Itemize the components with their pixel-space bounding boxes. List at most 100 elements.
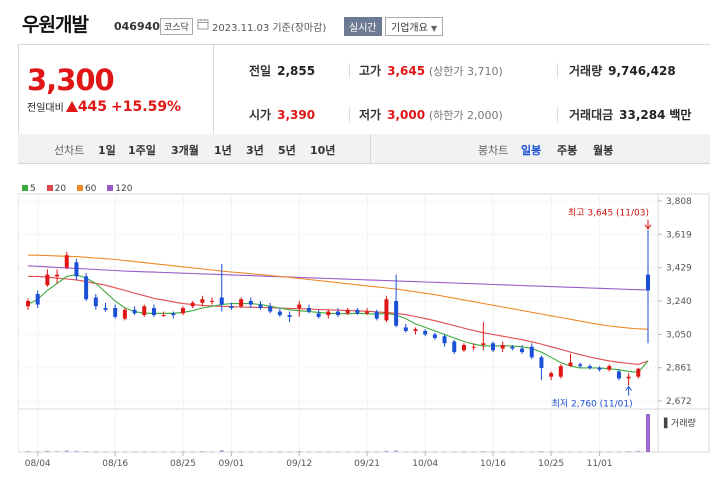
volume-bar bbox=[84, 451, 89, 453]
x-tick-label: 09/12 bbox=[286, 459, 312, 469]
volume-bar bbox=[529, 451, 534, 453]
candle-body bbox=[151, 308, 156, 316]
period-3m[interactable]: 3개월 bbox=[171, 144, 199, 157]
legend-ma120: 120 bbox=[107, 184, 132, 194]
volume-label: 거래량 bbox=[569, 64, 603, 78]
max-arrow-head bbox=[644, 224, 652, 230]
volume-bar bbox=[306, 451, 311, 453]
candle-body bbox=[229, 306, 234, 309]
volume-bar bbox=[452, 451, 457, 453]
change-row: 전일대비 445 +15.59% bbox=[27, 99, 181, 115]
x-tick-label: 08/16 bbox=[102, 459, 128, 469]
candle-body bbox=[142, 306, 147, 316]
candle-body bbox=[132, 309, 137, 314]
legend-label: 120 bbox=[115, 184, 133, 194]
candle-body bbox=[306, 308, 311, 312]
candle-body bbox=[461, 345, 466, 351]
calendar-icon bbox=[197, 19, 209, 30]
candle-body bbox=[336, 311, 340, 316]
quote-date: 2023.11.03 기준(장마감) bbox=[212, 23, 327, 34]
upper-limit: (상한가 3,710) bbox=[428, 65, 503, 78]
volume-bar bbox=[268, 451, 273, 453]
realtime-button[interactable]: 실시간 bbox=[344, 17, 382, 36]
candle-body bbox=[35, 293, 40, 305]
candle-body bbox=[432, 334, 437, 338]
lower-limit: (하한가 2,000) bbox=[428, 109, 503, 122]
candle-body bbox=[452, 341, 457, 353]
candle-daily[interactable]: 일봉 bbox=[521, 144, 542, 157]
volume-bar bbox=[549, 451, 554, 453]
period-1y[interactable]: 1년 bbox=[214, 144, 232, 157]
divider bbox=[349, 63, 350, 78]
candle-body bbox=[26, 301, 30, 307]
volume-bar bbox=[384, 450, 389, 452]
legend-label: 20 bbox=[54, 184, 67, 194]
candle-monthly[interactable]: 월봉 bbox=[593, 144, 614, 157]
volume-bar bbox=[558, 451, 563, 453]
volume-bar bbox=[287, 451, 292, 453]
candle-body bbox=[578, 364, 583, 367]
volume-bar bbox=[646, 414, 650, 452]
candle-body bbox=[190, 302, 195, 307]
candle-body bbox=[355, 309, 360, 314]
price-chart: 5 20 60 120 3,808 3,619 3,429 3,240 3,050 2,8… bbox=[17, 164, 710, 483]
candle-body bbox=[500, 345, 505, 349]
y-tick-label: 3,429 bbox=[666, 264, 692, 274]
volume-bar bbox=[74, 450, 79, 452]
candle-body bbox=[122, 309, 127, 319]
divider bbox=[349, 107, 350, 122]
price-summary: 3,300 전일대비 445 +15.59% 전일 2,855 고가 3,645 (상한… bbox=[18, 44, 710, 137]
candle-body bbox=[326, 311, 331, 316]
volume-bar bbox=[35, 451, 40, 453]
volume-bar bbox=[597, 451, 602, 453]
volume-bar bbox=[142, 451, 147, 453]
volume-bar bbox=[113, 451, 118, 453]
legend-swatch bbox=[22, 185, 28, 191]
candle-body bbox=[84, 276, 89, 300]
candle-body bbox=[161, 315, 166, 317]
candle-body bbox=[200, 299, 205, 303]
y-tick-label: 3,808 bbox=[666, 197, 692, 207]
candle-body bbox=[268, 306, 273, 312]
volume-bar bbox=[200, 451, 205, 453]
period-10y[interactable]: 10년 bbox=[310, 144, 336, 157]
open-label: 시가 bbox=[249, 108, 272, 122]
legend-swatch bbox=[107, 185, 114, 191]
candle-body bbox=[113, 308, 118, 317]
y-tick-label: 3,619 bbox=[666, 230, 692, 240]
low-label: 저가 bbox=[359, 108, 382, 122]
x-tick-label: 09/21 bbox=[354, 459, 380, 469]
volume-bar bbox=[365, 451, 370, 453]
candle-body bbox=[510, 346, 515, 349]
candle-body bbox=[374, 311, 379, 319]
candle-body bbox=[297, 304, 302, 309]
volume-cell: 거래량 9,746,428 bbox=[569, 62, 676, 79]
period-3y[interactable]: 3년 bbox=[246, 144, 264, 157]
volume-bar bbox=[345, 451, 350, 453]
volume-bar bbox=[210, 451, 215, 453]
moving-average-ma20 bbox=[28, 275, 649, 365]
candle-weekly[interactable]: 주봉 bbox=[557, 144, 578, 157]
candle-body bbox=[258, 304, 263, 309]
stock-code: 046940 bbox=[114, 20, 160, 33]
y-tick-label: 2,861 bbox=[666, 364, 692, 374]
candle-body bbox=[403, 327, 408, 331]
prev-close-cell: 전일 2,855 bbox=[249, 62, 315, 79]
volume-bar bbox=[151, 451, 156, 453]
candle-body bbox=[471, 346, 476, 348]
company-overview-dropdown[interactable]: 기업개요 ▼ bbox=[385, 17, 444, 36]
period-1d[interactable]: 1일 bbox=[98, 144, 116, 157]
volume-bar bbox=[258, 451, 263, 453]
stock-name: 우원개발 bbox=[22, 14, 89, 36]
y-tick-label: 2,672 bbox=[666, 397, 692, 407]
candle-body bbox=[287, 315, 292, 317]
change-amount: 445 bbox=[77, 99, 108, 115]
volume-bar bbox=[326, 451, 331, 453]
period-1w[interactable]: 1주일 bbox=[128, 144, 156, 157]
candle-body bbox=[529, 346, 534, 358]
divider bbox=[370, 134, 371, 164]
company-overview-label: 기업개요 bbox=[391, 23, 428, 34]
period-5y[interactable]: 5년 bbox=[278, 144, 296, 157]
candle-body bbox=[491, 343, 495, 351]
divider bbox=[557, 107, 558, 122]
